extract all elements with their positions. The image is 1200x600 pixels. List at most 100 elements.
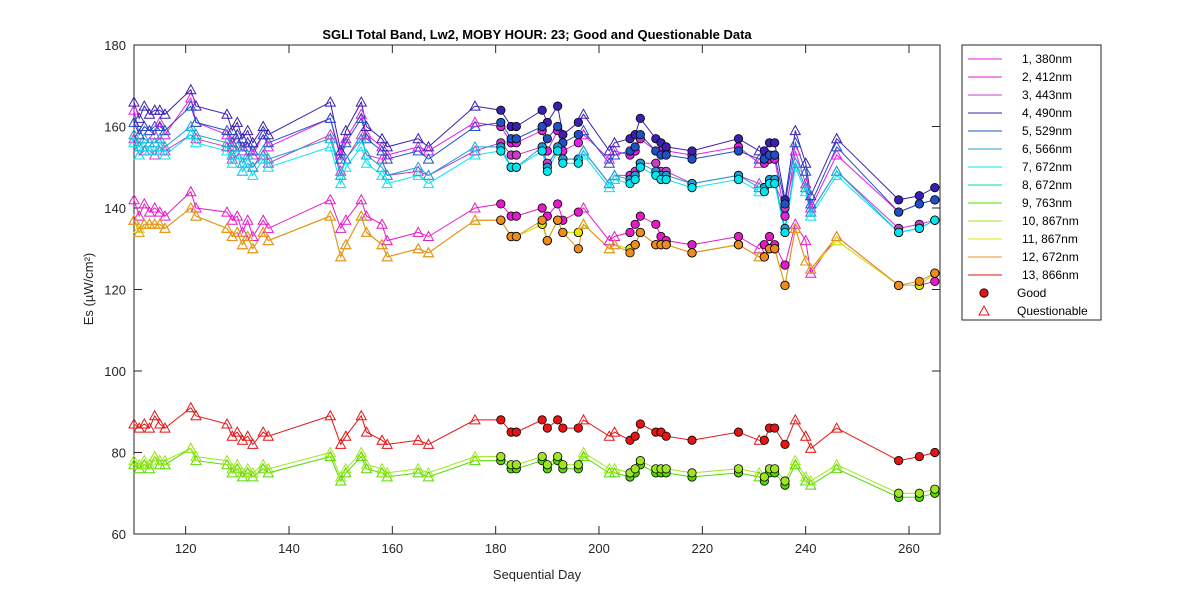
good-point (496, 451, 506, 462)
questionable-point (138, 417, 151, 429)
legend-label: 7, 672nm (1022, 160, 1072, 174)
questionable-point (138, 454, 151, 466)
y-tick-label: 180 (104, 38, 126, 53)
questionable-point (789, 136, 802, 148)
questionable-point (339, 124, 352, 136)
questionable-point (804, 263, 817, 274)
questionable-point (608, 238, 621, 250)
questionable-point (577, 201, 590, 213)
questionable-point (231, 458, 244, 470)
questionable-point (221, 417, 233, 429)
questionable-point (184, 185, 197, 197)
y-tick-label: 100 (104, 364, 126, 379)
questionable-point (381, 438, 394, 449)
questionable-point (159, 210, 171, 221)
good-point (930, 276, 940, 286)
good-point (630, 240, 640, 250)
questionable-point (753, 466, 766, 478)
good-point (687, 240, 697, 250)
x-tick-label: 180 (485, 541, 507, 556)
x-tick-label: 140 (278, 541, 300, 556)
questionable-point (376, 132, 388, 144)
good-point (511, 460, 521, 470)
questionable-point (221, 124, 233, 136)
good-point (651, 219, 661, 229)
questionable-point (789, 222, 802, 233)
questionable-point (128, 417, 140, 429)
questionable-point (138, 100, 151, 111)
legend-label: 11, 867nm (1022, 232, 1078, 246)
questionable-point (190, 116, 202, 127)
good-point (573, 158, 583, 168)
y-tick-label: 120 (104, 283, 126, 298)
questionable-point (262, 430, 275, 441)
questionable-point (804, 442, 817, 453)
good-point (930, 268, 940, 278)
x-tick-label: 260 (898, 541, 920, 556)
good-point (780, 260, 790, 270)
questionable-point (241, 430, 254, 441)
good-point (733, 146, 744, 156)
questionable-point (376, 238, 388, 250)
questionable-point (469, 148, 481, 160)
questionable-point (339, 238, 352, 250)
questionable-point (469, 120, 481, 131)
questionable-point (246, 242, 259, 254)
good-point (661, 464, 671, 474)
good-point (496, 117, 506, 128)
questionable-point (246, 169, 259, 180)
questionable-point (231, 426, 244, 437)
x-tick-label: 160 (381, 541, 403, 556)
questionable-point (257, 458, 270, 470)
good-point (914, 199, 924, 209)
questionable-point (360, 426, 373, 437)
questionable-point (799, 430, 812, 441)
questionable-point (231, 210, 244, 221)
questionable-point (603, 144, 616, 156)
questionable-point (159, 124, 171, 136)
questionable-point (577, 108, 590, 119)
questionable-point (830, 140, 843, 152)
questionable-point (381, 466, 394, 478)
good-point (558, 130, 568, 140)
questionable-point (138, 140, 151, 152)
legend-good-marker (979, 288, 989, 298)
good-point (511, 427, 521, 437)
legend-box (961, 44, 1102, 321)
good-point (496, 415, 506, 425)
good-point (733, 464, 744, 474)
questionable-point (789, 144, 802, 156)
good-point (553, 146, 563, 156)
questionable-point (577, 446, 590, 457)
questionable-point (355, 140, 368, 152)
good-point (553, 101, 563, 111)
good-point (630, 464, 640, 474)
questionable-point (355, 446, 368, 457)
good-point (542, 134, 552, 144)
questionable-point (381, 250, 394, 262)
good-point (914, 451, 924, 462)
good-point (537, 121, 547, 132)
questionable-point (257, 214, 270, 225)
questionable-point (830, 148, 843, 160)
good-point (635, 227, 645, 238)
questionable-point (184, 401, 197, 413)
good-point (930, 183, 940, 193)
questionable-point (257, 153, 270, 164)
questionable-point (184, 442, 197, 453)
questionable-point (360, 458, 373, 470)
good-point (635, 211, 645, 221)
good-point (496, 146, 506, 156)
legend-label: 12, 672nm (1022, 250, 1079, 264)
questionable-point (133, 210, 146, 221)
questionable-point (381, 177, 394, 189)
good-point (894, 456, 904, 466)
good-point (894, 207, 904, 217)
good-point (635, 113, 645, 123)
good-point (511, 211, 521, 221)
questionable-point (128, 104, 140, 115)
legend-label: Questionable (1017, 304, 1088, 318)
good-point (635, 456, 645, 466)
questionable-point (231, 116, 244, 127)
legend-label: 6, 566nm (1022, 142, 1072, 156)
